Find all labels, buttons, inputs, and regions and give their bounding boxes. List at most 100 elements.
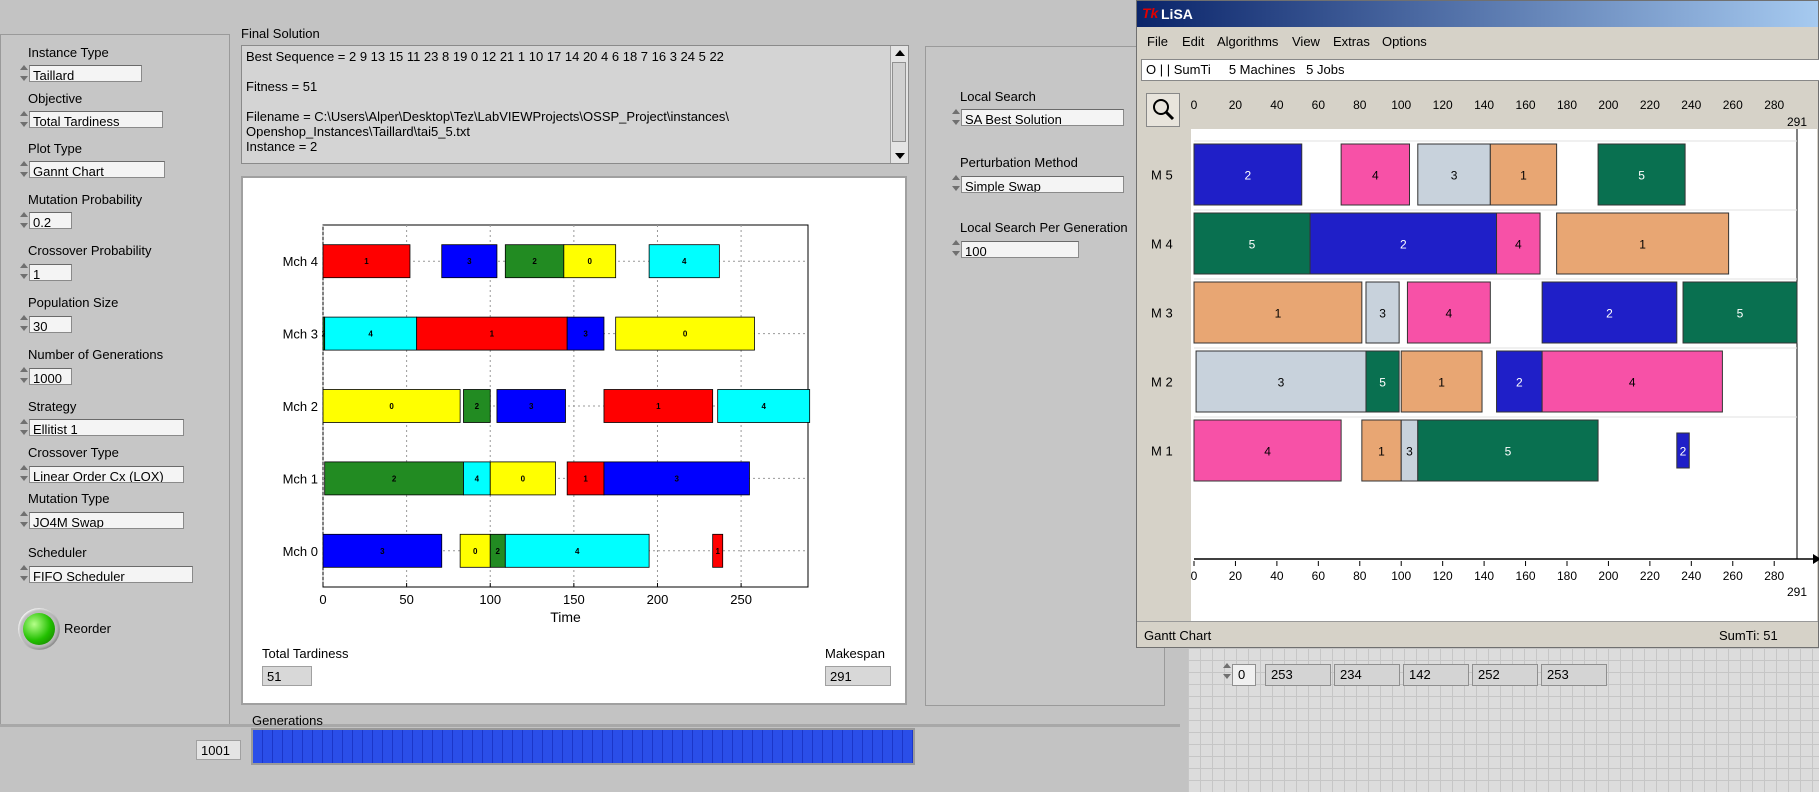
menu-view[interactable]: View [1292, 34, 1320, 49]
plot-type-spinner[interactable] [19, 158, 28, 180]
crossover-probability-input[interactable]: 1 [29, 264, 72, 281]
mutation-type-select[interactable]: JO4M Swap [29, 512, 184, 529]
gantt-bar [1309, 212, 1498, 275]
menu-extras[interactable]: Extras [1333, 34, 1370, 49]
local-search-per-generation-spinner[interactable] [951, 237, 960, 259]
crossover-probability-spinner[interactable] [19, 260, 28, 282]
generations-label: Generations [252, 713, 323, 728]
instance-type-spinner[interactable] [19, 62, 28, 84]
x-tick-label: 200 [647, 592, 669, 607]
top-tick-label: 260 [1723, 98, 1743, 112]
bar-job-label: 1 [490, 330, 495, 339]
mutation-type-spinner[interactable] [19, 508, 28, 530]
bottom-tick-label: 60 [1312, 569, 1326, 583]
top-tick-label: 20 [1229, 98, 1243, 112]
bar-job-label: 3 [1406, 445, 1413, 459]
reorder-led-light [23, 613, 55, 645]
scroll-down-arrow-icon[interactable] [895, 153, 905, 159]
x-tick-label: 0 [319, 592, 326, 607]
menu-algorithms[interactable]: Algorithms [1217, 34, 1279, 49]
bar-job-label: 4 [575, 547, 580, 556]
scheduler-select[interactable]: FIFO Scheduler [29, 566, 193, 583]
total-tardiness-label: Total Tardiness [262, 646, 349, 661]
gantt-bar [1676, 432, 1690, 469]
gantt-bar [489, 461, 556, 496]
bar-job-label: 4 [682, 257, 687, 266]
perturbation-method-label: Perturbation Method [960, 155, 1078, 170]
bar-job-label: 1 [1520, 169, 1527, 183]
top-tick-label: 60 [1312, 98, 1326, 112]
crossover-probability-label: Crossover Probability [28, 243, 152, 258]
x-tick-label: 50 [399, 592, 413, 607]
gantt-bar [1400, 350, 1483, 413]
bar-job-label: 4 [1446, 307, 1453, 321]
strategy-spinner[interactable] [19, 416, 28, 438]
top-end-label: 291 [1787, 115, 1807, 129]
reorder-led-button[interactable] [18, 608, 60, 650]
population-size-spinner[interactable] [19, 312, 28, 334]
bottom-tick-label: 0 [1191, 569, 1198, 583]
mutation-probability-spinner[interactable] [19, 209, 28, 231]
lisa-zoom-button[interactable] [1146, 93, 1180, 127]
machine-label: M 5 [1151, 168, 1173, 183]
makespan-label: Makespan [825, 646, 885, 661]
array-index-spinner[interactable] [1222, 660, 1231, 682]
bar-job-label: 4 [368, 330, 373, 339]
local-search-select[interactable]: SA Best Solution [961, 109, 1124, 126]
perturbation-method-spinner[interactable] [951, 172, 960, 194]
instance-type-select[interactable]: Taillard [29, 65, 142, 82]
gantt-bar [1417, 419, 1599, 482]
bar-job-label: 1 [656, 402, 661, 411]
local-search-spinner[interactable] [951, 106, 960, 128]
menu-file[interactable]: File [1147, 34, 1168, 49]
bar-job-label: 3 [1379, 307, 1386, 321]
number-of-generations-input[interactable]: 1000 [29, 368, 72, 385]
gantt-bar [615, 316, 755, 351]
plot-type-label: Plot Type [28, 141, 82, 156]
bar-job-label: 4 [1515, 238, 1522, 252]
number-of-generations-spinner[interactable] [19, 364, 28, 386]
crossover-type-label: Crossover Type [28, 445, 119, 460]
y-tick-label: Mch 2 [283, 399, 318, 414]
strategy-select[interactable]: Ellitist 1 [29, 419, 184, 436]
menu-edit[interactable]: Edit [1182, 34, 1205, 49]
gantt-bar [463, 461, 491, 496]
population-size-input[interactable]: 30 [29, 316, 72, 333]
bottom-tick-label: 120 [1433, 569, 1453, 583]
total-tardiness-value: 51 [262, 666, 312, 686]
top-tick-label: 80 [1353, 98, 1367, 112]
perturbation-method-select[interactable]: Simple Swap [961, 176, 1124, 193]
menu-options[interactable]: Options [1382, 34, 1427, 49]
scroll-thumb[interactable] [892, 62, 906, 142]
final-solution-textbox[interactable]: Best Sequence = 2 9 13 15 11 23 8 19 0 1… [241, 45, 909, 164]
objective-select[interactable]: Total Tardiness [29, 111, 163, 128]
bar-job-label: 5 [1505, 445, 1512, 459]
gantt-bar [717, 389, 811, 423]
gantt-bar [1682, 281, 1798, 344]
strategy-label: Strategy [28, 399, 77, 414]
final-solution-scrollbar[interactable] [890, 46, 908, 163]
mutation-type-label: Mutation Type [28, 491, 110, 506]
lisa-window: Tk LiSA File Edit Algorithms View Extras… [1136, 0, 1819, 648]
bar-job-label: 2 [532, 257, 537, 266]
top-tick-label: 240 [1681, 98, 1701, 112]
gantt-bar [1193, 212, 1311, 275]
objective-spinner[interactable] [19, 108, 28, 130]
bar-job-label: 2 [475, 402, 480, 411]
gantt-bar [1556, 212, 1730, 275]
crossover-type-select[interactable]: Linear Order Cx (LOX) [29, 466, 184, 483]
gantt-bar [1193, 419, 1342, 482]
gantt-bar [1541, 281, 1678, 344]
plot-type-select[interactable]: Gannt Chart [29, 161, 165, 178]
bar-job-label: 3 [674, 474, 679, 483]
crossover-type-spinner[interactable] [19, 462, 28, 484]
mutation-probability-input[interactable]: 0.2 [29, 212, 72, 229]
gantt-bar [463, 389, 491, 423]
local-search-per-generation-input[interactable]: 100 [961, 241, 1079, 258]
bar-job-label: 3 [1278, 376, 1285, 390]
scheduler-spinner[interactable] [19, 562, 28, 584]
lisa-title-bar[interactable]: Tk LiSA [1137, 1, 1818, 27]
array-index-input[interactable]: 0 [1232, 664, 1256, 686]
scroll-up-arrow-icon[interactable] [895, 50, 905, 56]
